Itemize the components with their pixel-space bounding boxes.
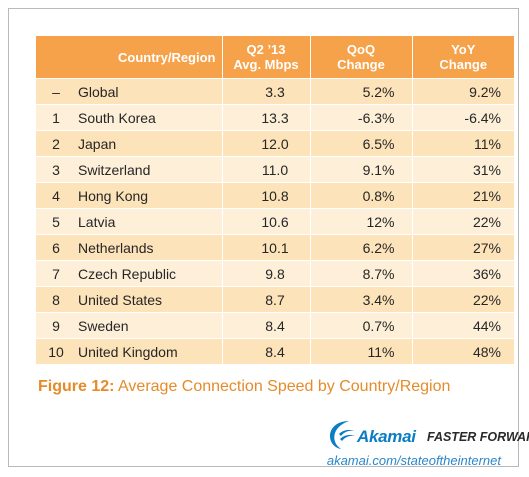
speed-cell: 10.1	[221, 234, 310, 261]
tagline: FASTER FORWARD	[427, 430, 529, 444]
qoq-cell: 6.2%	[309, 234, 412, 261]
table-row: 3 Switzerland 11.0 9.1% 31%	[36, 156, 514, 183]
figure-label: Figure 12:	[38, 378, 115, 395]
rank-cell: –	[36, 78, 76, 105]
country-cell: Netherlands	[76, 234, 222, 261]
speed-cell: 11.0	[221, 156, 310, 183]
connection-speed-table: Country/Region Q2 ’13 Avg. Mbps QoQ Chan…	[36, 36, 514, 364]
yoy-cell: 36%	[411, 260, 514, 287]
country-cell: South Korea	[76, 104, 222, 131]
country-cell: Global	[76, 78, 222, 105]
speed-cell: 8.4	[221, 312, 310, 339]
speed-cell: 9.8	[221, 260, 310, 287]
akamai-logo: Akamai FASTER FORWARD	[327, 418, 529, 450]
header-yoy-line1: YoY	[451, 42, 476, 57]
speed-cell: 8.4	[221, 338, 310, 364]
yoy-cell: -6.4%	[411, 104, 514, 131]
yoy-cell: 9.2%	[411, 78, 514, 105]
header-rank	[36, 36, 76, 79]
country-cell: Latvia	[76, 208, 222, 235]
country-cell: United Kingdom	[76, 338, 222, 364]
table-row: 9 Sweden 8.4 0.7% 44%	[36, 312, 514, 339]
qoq-cell: 5.2%	[309, 78, 412, 105]
table-row: 2 Japan 12.0 6.5% 11%	[36, 130, 514, 157]
header-country: Country/Region	[76, 36, 222, 79]
yoy-cell: 44%	[411, 312, 514, 339]
figure-caption: Figure 12: Average Connection Speed by C…	[38, 378, 450, 396]
table-row: – Global 3.3 5.2% 9.2%	[36, 78, 514, 105]
header-yoy-line2: Change	[439, 57, 488, 72]
yoy-cell: 21%	[411, 182, 514, 209]
table-row: 1 South Korea 13.3 -6.3% -6.4%	[36, 104, 514, 131]
qoq-cell: 9.1%	[309, 156, 412, 183]
country-cell: Hong Kong	[76, 182, 222, 209]
qoq-cell: 8.7%	[309, 260, 412, 287]
speed-cell: 10.6	[221, 208, 310, 235]
table-row: 7 Czech Republic 9.8 8.7% 36%	[36, 260, 514, 287]
rank-cell: 10	[36, 338, 76, 364]
qoq-cell: 0.7%	[309, 312, 412, 339]
header-speed: Q2 ’13 Avg. Mbps	[221, 36, 310, 79]
country-cell: United States	[76, 286, 222, 313]
speed-cell: 12.0	[221, 130, 310, 157]
source-url: akamai.com/stateoftheinternet	[326, 453, 501, 468]
yoy-cell: 22%	[411, 286, 514, 313]
yoy-cell: 27%	[411, 234, 514, 261]
header-country-label: Country/Region	[118, 49, 216, 65]
country-cell: Czech Republic	[76, 260, 222, 287]
rank-cell: 1	[36, 104, 76, 131]
rank-cell: 5	[36, 208, 76, 235]
header-yoy: YoY Change	[411, 36, 514, 79]
akamai-wave-icon	[330, 421, 355, 449]
yoy-cell: 11%	[411, 130, 514, 157]
rank-cell: 3	[36, 156, 76, 183]
rank-cell: 8	[36, 286, 76, 313]
table-header-row: Country/Region Q2 ’13 Avg. Mbps QoQ Chan…	[36, 36, 514, 79]
qoq-cell: 3.4%	[309, 286, 412, 313]
speed-cell: 10.8	[221, 182, 310, 209]
header-qoq-line1: QoQ	[346, 42, 376, 57]
yoy-cell: 48%	[411, 338, 514, 364]
speed-cell: 8.7	[221, 286, 310, 313]
speed-cell: 13.3	[221, 104, 310, 131]
table-row: 6 Netherlands 10.1 6.2% 27%	[36, 234, 514, 261]
table-row: 8 United States 8.7 3.4% 22%	[36, 286, 514, 313]
qoq-cell: 11%	[309, 338, 412, 364]
figure-caption-text: Average Connection Speed by Country/Regi…	[114, 378, 451, 395]
figure-frame: Country/Region Q2 ’13 Avg. Mbps QoQ Chan…	[8, 8, 529, 468]
qoq-cell: 6.5%	[309, 130, 412, 157]
country-cell: Switzerland	[76, 156, 222, 183]
country-cell: Sweden	[76, 312, 222, 339]
rank-cell: 7	[36, 260, 76, 287]
table-row: 4 Hong Kong 10.8 0.8% 21%	[36, 182, 514, 209]
table-row: 5 Latvia 10.6 12% 22%	[36, 208, 514, 235]
rank-cell: 9	[36, 312, 76, 339]
header-speed-line2: Avg. Mbps	[233, 57, 299, 72]
rank-cell: 4	[36, 182, 76, 209]
yoy-cell: 31%	[411, 156, 514, 183]
yoy-cell: 22%	[411, 208, 514, 235]
qoq-cell: 0.8%	[309, 182, 412, 209]
rank-cell: 6	[36, 234, 76, 261]
header-qoq-line2: Change	[337, 57, 385, 72]
speed-cell: 3.3	[221, 78, 310, 105]
table-row: 10 United Kingdom 8.4 11% 48%	[36, 338, 514, 364]
header-qoq: QoQ Change	[309, 36, 412, 79]
akamai-wordmark: Akamai	[357, 427, 416, 446]
header-speed-line1: Q2 ’13	[246, 42, 286, 57]
country-cell: Japan	[76, 130, 222, 157]
qoq-cell: 12%	[309, 208, 412, 235]
qoq-cell: -6.3%	[309, 104, 412, 131]
rank-cell: 2	[36, 130, 76, 157]
